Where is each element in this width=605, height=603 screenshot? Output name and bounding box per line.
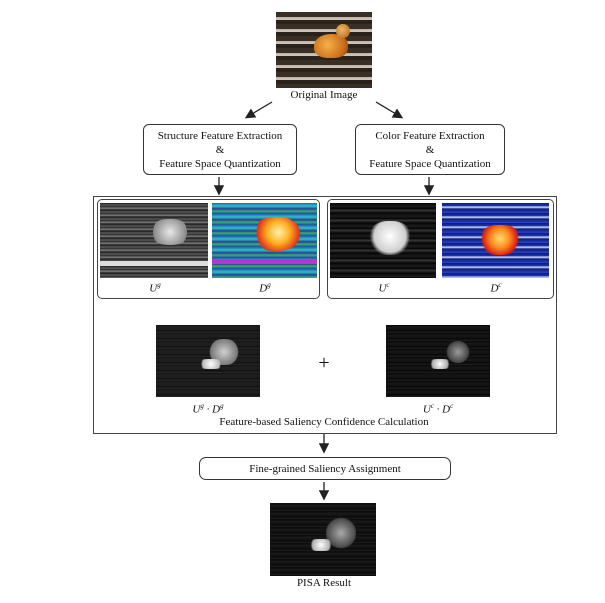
structure-box-line2: & — [215, 143, 225, 156]
g-product-u-sup: g — [200, 402, 204, 410]
dg-label-sup: g — [267, 281, 271, 289]
original-image — [276, 12, 372, 88]
uc-label-base: U — [378, 282, 387, 295]
color-box-line2: & — [425, 143, 435, 156]
structure-feature-box: Structure Feature Extraction & Feature S… — [143, 124, 297, 175]
g-product-d-sup: g — [220, 402, 224, 410]
structure-product-label: Ug · Dg — [168, 402, 248, 416]
uc-label-sup: c — [386, 281, 390, 289]
arrow-to-structure — [244, 101, 273, 119]
saliency-assignment-text: Fine-grained Saliency Assignment — [249, 462, 401, 475]
structure-box-line3: Feature Space Quantization — [159, 157, 281, 170]
c-product-d: D — [442, 403, 451, 416]
color-product-label: Uc · Dc — [398, 402, 478, 416]
color-box-line3: Feature Space Quantization — [369, 157, 491, 170]
arrow-to-color — [375, 101, 404, 119]
dc-label-base: D — [490, 282, 499, 295]
ug-label-sup: g — [157, 281, 161, 289]
g-product-u: U — [192, 403, 201, 416]
dg-label: Dg — [250, 281, 280, 295]
plus-operator: + — [318, 352, 330, 374]
color-product-image — [386, 325, 490, 397]
pisa-result-image — [270, 503, 376, 576]
structure-box-line1: Structure Feature Extraction — [157, 129, 283, 142]
original-image-label: Original Image — [290, 89, 358, 101]
structure-product-image — [156, 325, 260, 397]
dc-label-sup: c — [498, 281, 502, 289]
g-product-d: D — [212, 403, 221, 416]
c-product-u-sup: c — [430, 402, 434, 410]
confidence-calculation-label: Feature-based Saliency Confidence Calcul… — [219, 416, 429, 428]
dc-label: Dc — [481, 281, 511, 295]
uc-label: Uc — [369, 281, 399, 295]
c-product-u: U — [422, 403, 431, 416]
uc-map-image — [330, 203, 436, 278]
dc-map-image — [442, 203, 549, 278]
g-product-dot: · — [203, 403, 213, 416]
color-feature-box: Color Feature Extraction & Feature Space… — [355, 124, 505, 175]
c-product-dot: · — [433, 403, 443, 416]
saliency-assignment-box: Fine-grained Saliency Assignment — [199, 457, 451, 480]
c-product-d-sup: c — [450, 402, 454, 410]
ug-label: Ug — [140, 281, 170, 295]
ug-label-base: U — [149, 282, 158, 295]
pisa-result-label: PISA Result — [296, 577, 352, 589]
color-box-line1: Color Feature Extraction — [375, 129, 485, 142]
dg-label-base: D — [259, 282, 268, 295]
dg-map-image — [212, 203, 317, 278]
ug-map-image — [100, 203, 208, 278]
